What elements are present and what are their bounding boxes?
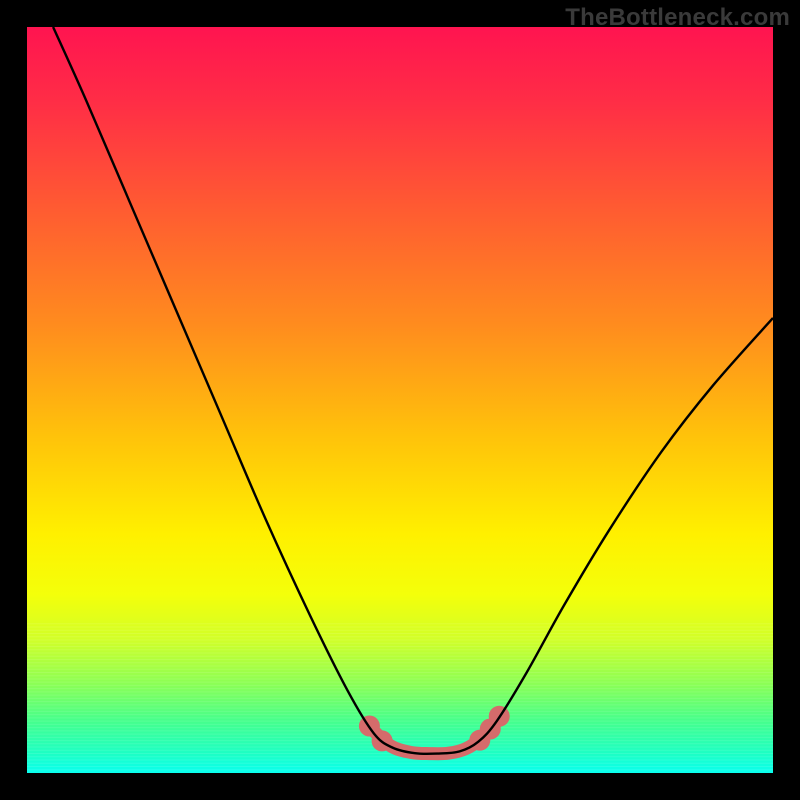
gradient-background [27, 27, 773, 773]
watermark-text: TheBottleneck.com [565, 4, 790, 32]
chart-stage: TheBottleneck.com [0, 0, 800, 800]
bottleneck-curve-chart [27, 27, 773, 773]
